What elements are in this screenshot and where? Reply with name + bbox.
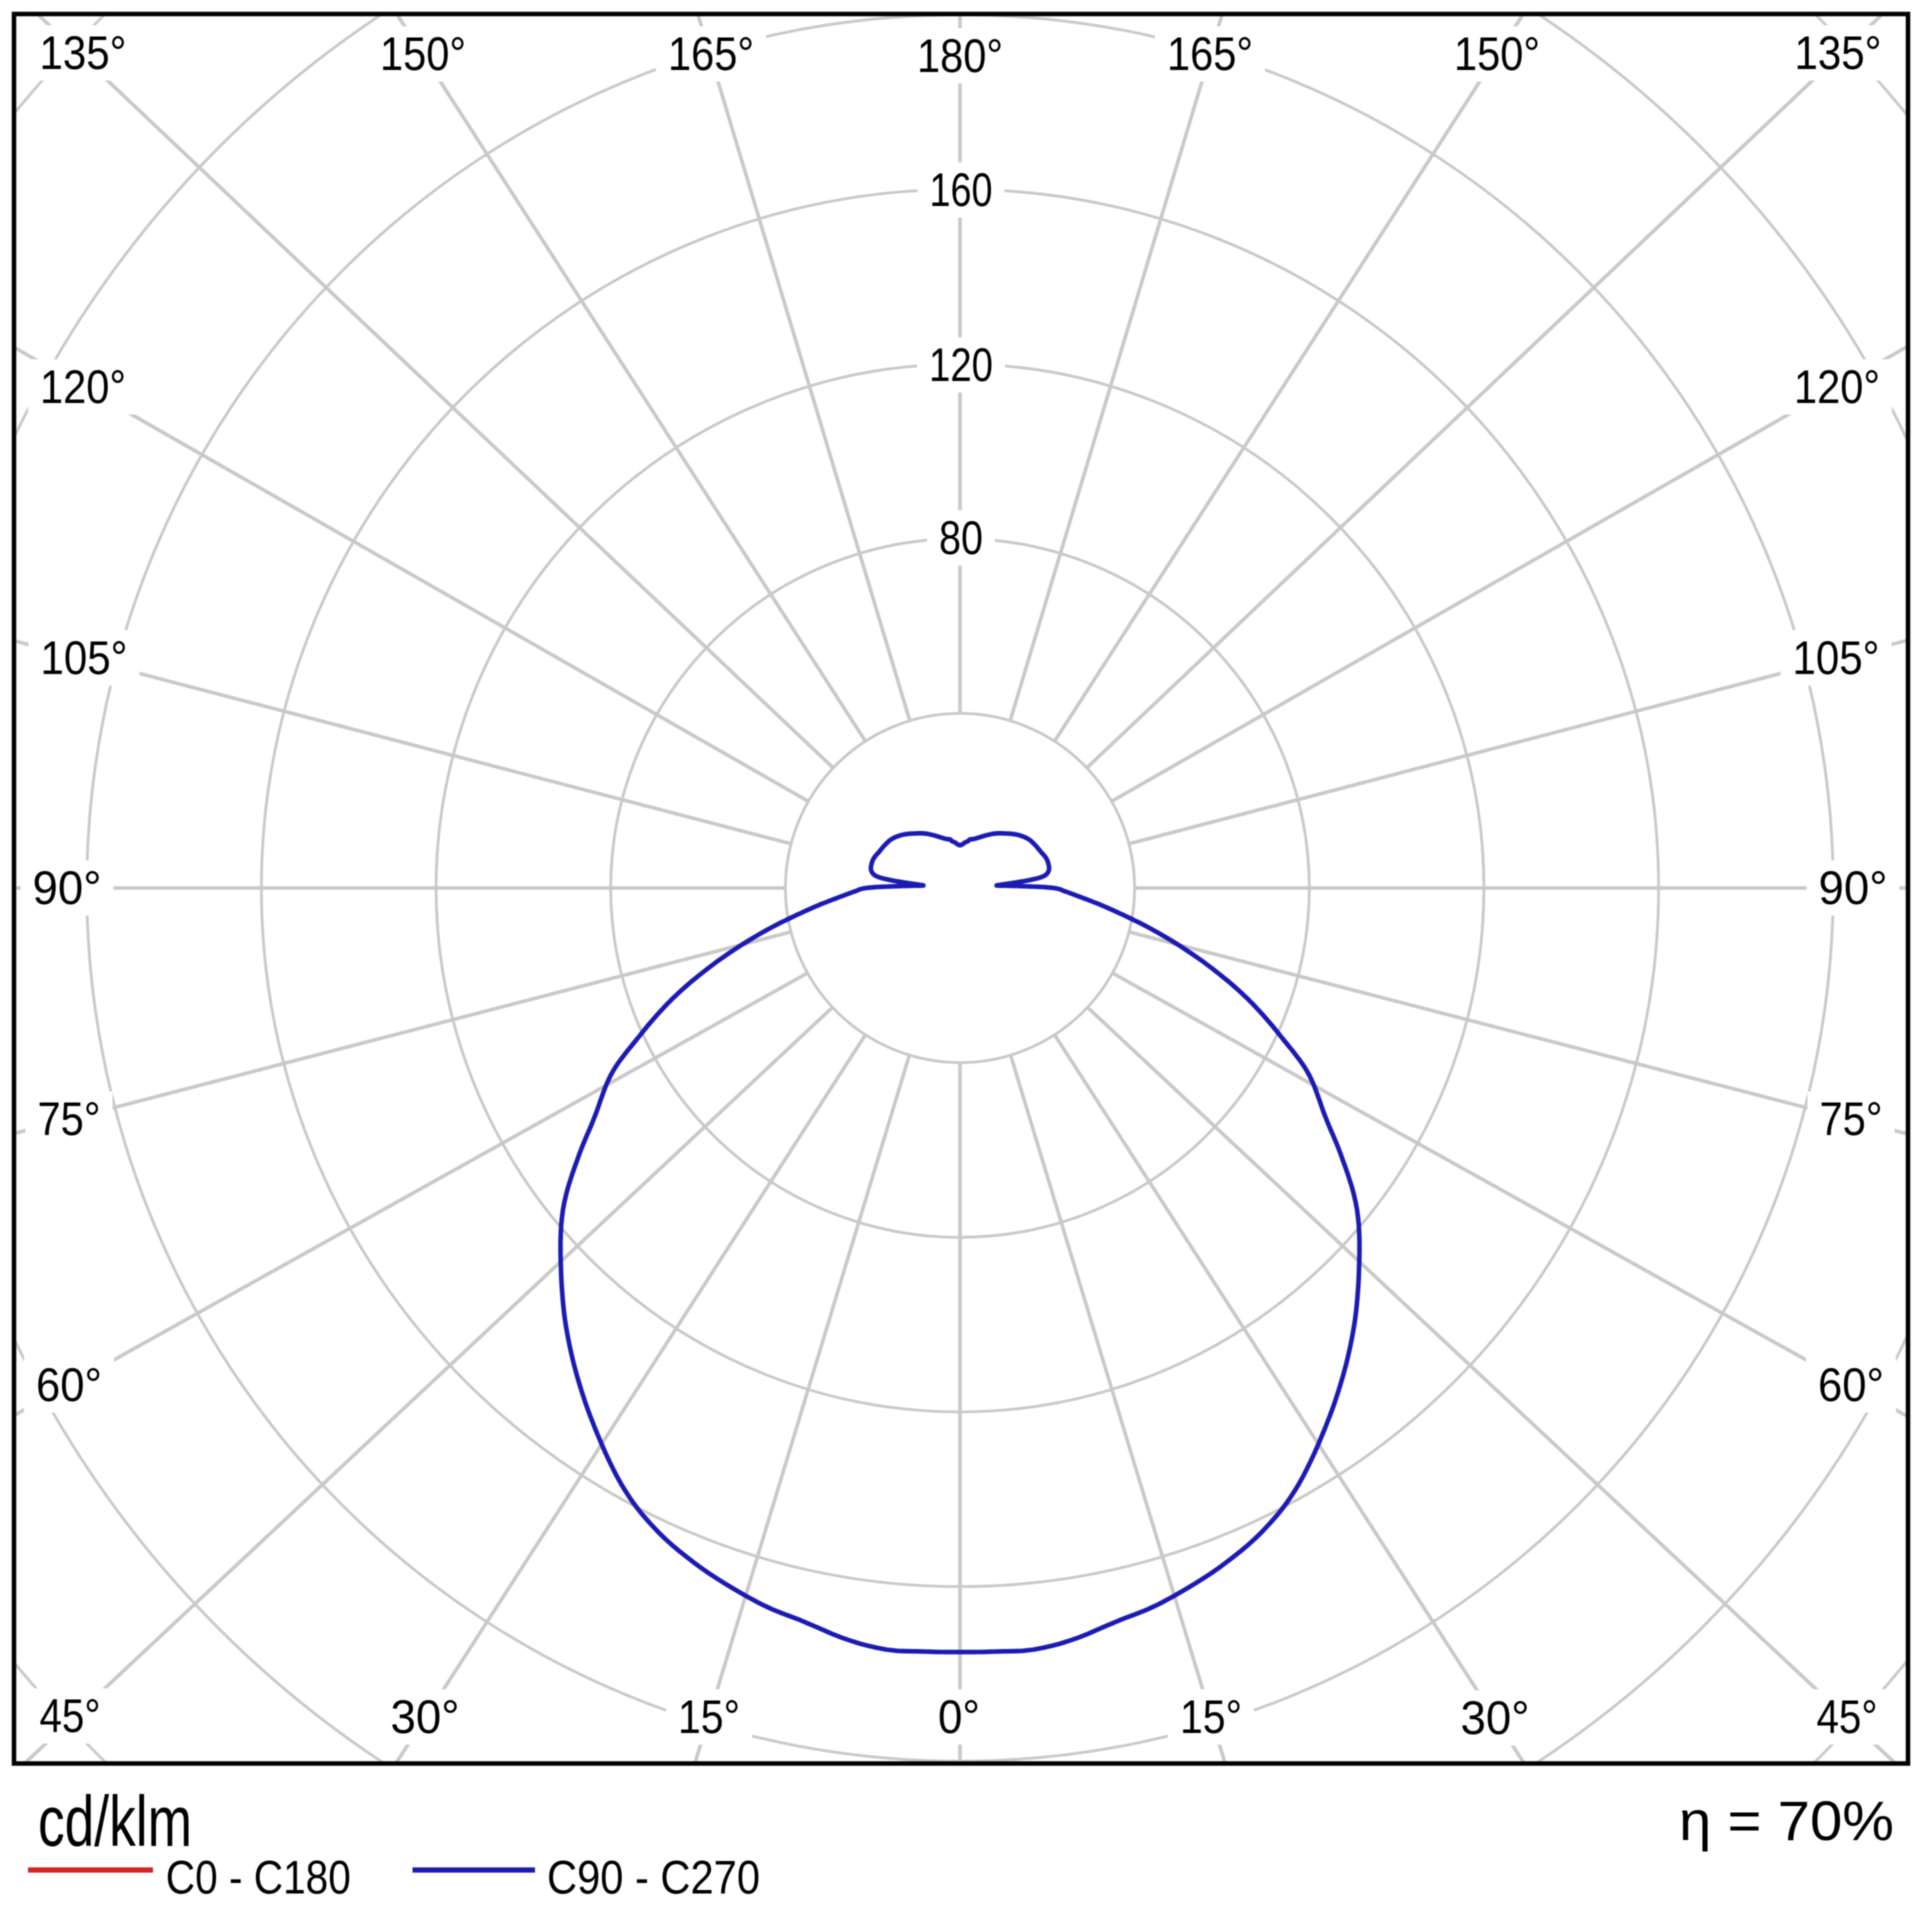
svg-text:120°: 120° [40, 360, 126, 413]
svg-text:30°: 30° [391, 1690, 460, 1743]
svg-text:165°: 165° [668, 27, 754, 80]
svg-text:C0 - C180: C0 - C180 [166, 1851, 351, 1904]
svg-text:105°: 105° [1793, 631, 1880, 684]
svg-text:90°: 90° [33, 861, 102, 914]
svg-text:120: 120 [929, 338, 993, 391]
svg-text:60°: 60° [1818, 1358, 1884, 1411]
svg-text:75°: 75° [1820, 1092, 1883, 1145]
svg-text:15°: 15° [1180, 1690, 1242, 1743]
svg-text:60°: 60° [36, 1358, 102, 1411]
svg-text:C90 - C270: C90 - C270 [547, 1851, 760, 1904]
svg-text:180°: 180° [917, 29, 1003, 82]
svg-text:80: 80 [939, 511, 983, 564]
svg-text:135°: 135° [40, 26, 127, 79]
svg-text:15°: 15° [678, 1690, 740, 1743]
svg-text:η = 70%: η = 70% [1679, 1789, 1894, 1852]
svg-text:150°: 150° [1454, 27, 1540, 80]
svg-text:45°: 45° [40, 1689, 101, 1742]
svg-text:90°: 90° [1819, 861, 1888, 914]
svg-text:75°: 75° [38, 1092, 101, 1145]
svg-text:45°: 45° [1817, 1690, 1878, 1743]
svg-text:120°: 120° [1794, 360, 1880, 413]
svg-text:30°: 30° [1461, 1691, 1530, 1744]
svg-text:165°: 165° [1167, 27, 1253, 80]
svg-text:135°: 135° [1795, 26, 1882, 79]
svg-text:160: 160 [930, 163, 993, 216]
svg-text:105°: 105° [41, 631, 128, 684]
svg-text:150°: 150° [380, 27, 466, 80]
svg-text:0°: 0° [938, 1690, 980, 1743]
